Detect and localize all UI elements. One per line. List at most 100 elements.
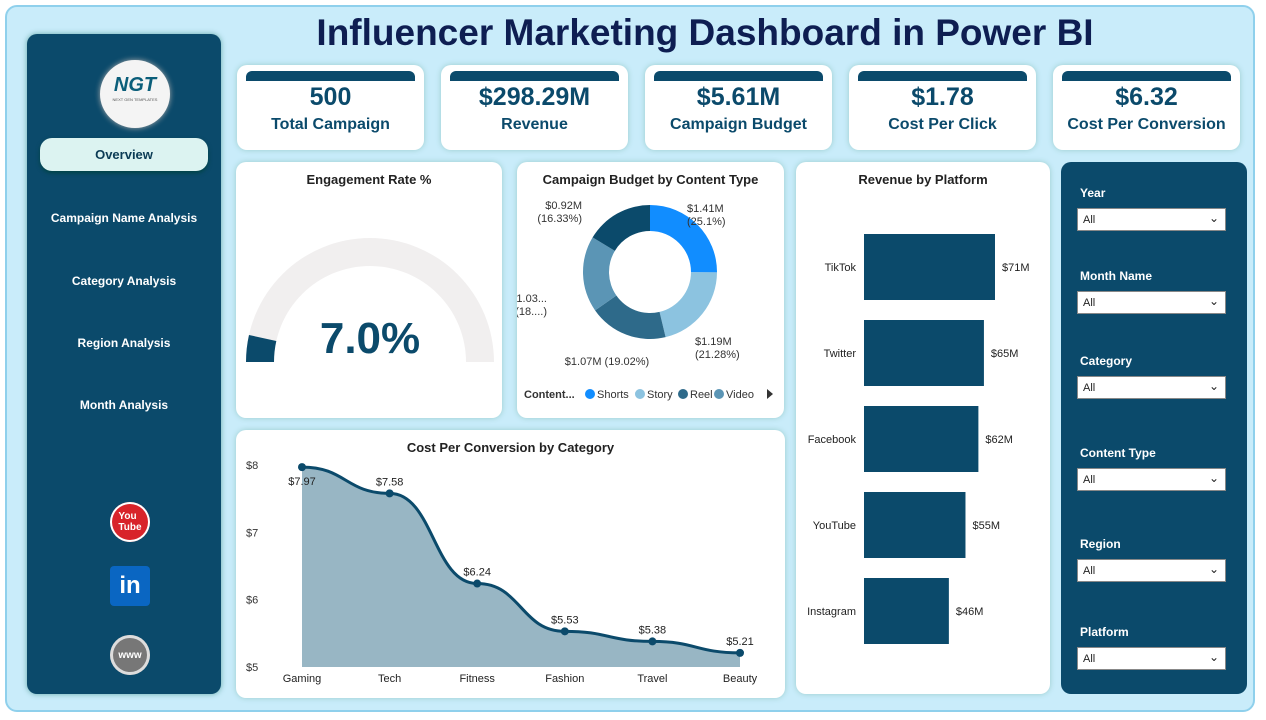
chevron-down-icon: ⌄ [1208,562,1219,576]
filter-dropdown[interactable]: All ⌄ [1077,647,1226,670]
x-tick-label: Fitness [459,673,495,685]
bar[interactable] [864,406,979,472]
kpi-header-bar [450,71,619,81]
legend-marker [635,389,645,399]
y-tick-label: $6 [246,595,258,607]
platform-title: Revenue by Platform [858,172,988,187]
bar[interactable] [864,492,966,558]
kpi-card: $1.78 Cost Per Click [849,65,1036,150]
donut-slice[interactable] [650,205,717,273]
engagement-title: Engagement Rate % [306,172,432,187]
platform-card: Revenue by Platform TikTok $71M Twitter $65… [796,162,1050,694]
legend-item[interactable]: Shorts [597,389,629,401]
x-tick-label: Gaming [283,673,322,685]
data-point[interactable] [385,489,394,498]
y-tick-label: $8 [246,460,258,472]
nav-category-analysis[interactable]: Category Analysis [71,274,177,288]
bar-value-label: $71M [1002,262,1030,274]
youtube-icon[interactable]: You Tube [110,502,150,542]
data-point[interactable] [298,463,306,472]
data-point[interactable] [473,579,482,588]
bar[interactable] [864,234,995,300]
data-point[interactable] [736,648,744,657]
kpi-label: Cost Per Conversion [1067,116,1226,133]
point-label: $7.97 [288,476,316,488]
bar-category-label: YouTube [813,520,856,532]
x-tick-label: Fashion [545,673,584,685]
filter-value: All [1083,474,1096,486]
slice-label: $1.19M [695,336,732,348]
donut-card: Campaign Budget by Content Type $1.41M (2… [517,162,784,418]
filter-value: All [1083,214,1096,226]
donut-title: Campaign Budget by Content Type [542,172,759,187]
kpi-value: $6.32 [1115,83,1178,111]
kpi-label: Revenue [501,116,568,133]
kpi-card: 500 Total Campaign [237,65,424,150]
donut-slice[interactable] [583,237,617,311]
engagement-card: Engagement Rate % 7.0% [236,162,502,418]
kpi-card: $6.32 Cost Per Conversion [1053,65,1240,150]
slice-pct: (21.28%) [695,349,740,361]
legend-marker [714,389,724,399]
bar-category-label: Facebook [808,434,857,446]
legend-item[interactable]: Video [726,389,754,401]
data-point[interactable] [648,637,657,646]
cpc-area-chart: $5 $6 $7 $8 $7.97 Gaming $7.58 Tech $6.24 Fitness… [246,460,758,685]
kpi-value: $298.29M [478,83,591,111]
filter-label: Year [1080,186,1106,200]
donut-slice[interactable] [595,295,666,339]
page-title: Influencer Marketing Dashboard in Power … [316,12,1094,53]
point-label: $5.38 [639,624,667,636]
nav-month-analysis[interactable]: Month Analysis [79,398,169,412]
bar-value-label: $65M [991,348,1019,360]
legend-marker [585,389,595,399]
y-tick-label: $5 [246,662,258,674]
x-tick-label: Beauty [723,673,758,685]
linkedin-icon[interactable]: in [110,566,150,606]
slice-pct: (18....) [517,306,547,318]
nav-region-analysis[interactable]: Region Analysis [77,336,171,350]
data-point[interactable] [560,627,569,636]
filter-label: Platform [1080,625,1129,639]
filter-dropdown[interactable]: All ⌄ [1077,208,1226,231]
platform-bar-chart: TikTok $71M Twitter $65M Facebook $62M YouTube… [807,234,1030,644]
legend-title: Content... [524,389,575,401]
kpi-label: Total Campaign [271,116,390,133]
filter-dropdown[interactable]: All ⌄ [1077,559,1226,582]
filter-panel: Year All ⌄ Month Name All ⌄ Category All ⌄ Conten… [1061,162,1247,694]
filter-dropdown[interactable]: All ⌄ [1077,291,1226,314]
nav-campaign-name-analysis[interactable]: Campaign Name Analysis [50,211,198,225]
nav-overview[interactable]: Overview [40,138,208,171]
kpi-card: $298.29M Revenue [441,65,628,150]
donut-slice[interactable] [659,272,717,338]
globe-icon[interactable]: www [110,635,150,675]
chevron-down-icon: ⌄ [1208,471,1219,485]
kpi-header-bar [858,71,1027,81]
legend-item[interactable]: Story [647,389,673,401]
legend-next-arrow-icon[interactable] [767,389,773,399]
cpc-card: Cost Per Conversion by Category $5 $6 $7 $8… [236,430,785,698]
slice-label: $1.07M (19.02%) [565,356,649,368]
area-fill [302,467,740,667]
engagement-value: 7.0% [320,314,420,363]
bar[interactable] [864,578,949,644]
bar[interactable] [864,320,984,386]
kpi-value: $5.61M [696,83,781,111]
bar-category-label: Instagram [807,606,856,618]
kpi-value: 500 [309,83,352,111]
bar-value-label: $46M [956,606,984,618]
kpi-header-bar [1062,71,1231,81]
kpi-label: Campaign Budget [670,116,807,133]
legend-marker [678,389,688,399]
filter-dropdown[interactable]: All ⌄ [1077,468,1226,491]
filter-dropdown[interactable]: All ⌄ [1077,376,1226,399]
point-label: $6.24 [463,567,491,579]
legend-item[interactable]: Reel [690,389,713,401]
ngt-logo: NGT NEXT GEN TEMPLATES [100,60,170,128]
kpi-card: $5.61M Campaign Budget [645,65,832,150]
filter-label: Content Type [1080,446,1156,460]
point-label: $5.21 [726,636,754,648]
kpi-label: Cost Per Click [888,116,997,133]
donut-slice[interactable] [592,205,650,251]
kpi-header-bar [246,71,415,81]
